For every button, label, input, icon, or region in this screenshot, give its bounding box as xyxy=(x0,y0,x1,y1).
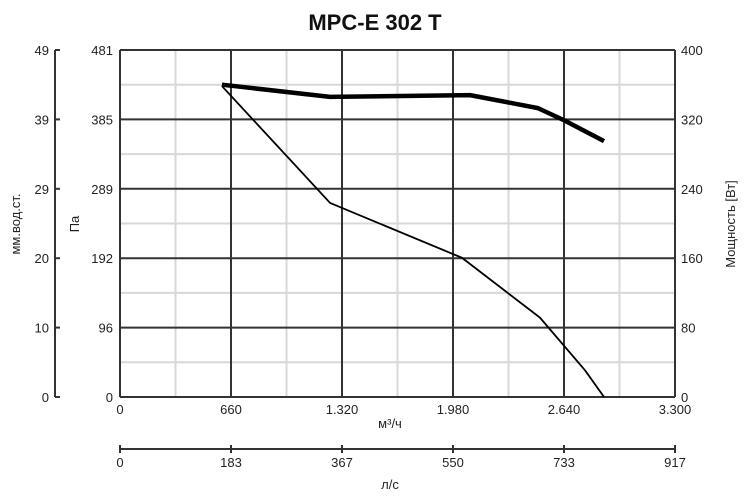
x-tick-label: 2.640 xyxy=(548,402,581,417)
y-tick-label: 481 xyxy=(91,43,113,58)
y-axis-label: Па xyxy=(67,215,82,232)
y-tick-label: 192 xyxy=(91,251,113,266)
y-right-tick-label: 320 xyxy=(681,112,703,127)
pressure-curve xyxy=(221,85,605,398)
x2-tick-label: 917 xyxy=(664,455,686,470)
x2-tick-label: 733 xyxy=(553,455,575,470)
x2-tick-label: 550 xyxy=(442,455,464,470)
x2-tick-label: 183 xyxy=(220,455,242,470)
x2-axis-label: л/с xyxy=(381,477,399,492)
chart-title: MPC-E 302 T xyxy=(308,10,442,35)
x-tick-label: 3.300 xyxy=(659,402,692,417)
y-tick-label: 289 xyxy=(91,182,113,197)
y-outer-tick-label: 49 xyxy=(35,43,49,58)
y-tick-label: 385 xyxy=(91,112,113,127)
x-tick-label: 1.320 xyxy=(326,402,359,417)
series-lines xyxy=(221,82,606,398)
y-tick-label: 0 xyxy=(106,390,113,405)
y-right-axis-label: Мощность [Вт] xyxy=(723,180,738,268)
y-right-tick-label: 400 xyxy=(681,43,703,58)
y-outer-axis-label: мм.вод.ст. xyxy=(8,193,23,254)
y-outer-tick-label: 0 xyxy=(42,390,49,405)
x2-tick-label: 0 xyxy=(116,455,123,470)
y-outer-tick-label: 39 xyxy=(35,112,49,127)
power-curve xyxy=(221,82,606,144)
x-tick-label: 0 xyxy=(116,402,123,417)
y-outer-tick-label: 20 xyxy=(35,251,49,266)
y-outer-tick-label: 29 xyxy=(35,182,49,197)
x-tick-label: 660 xyxy=(220,402,242,417)
y-right-tick-label: 160 xyxy=(681,251,703,266)
x-tick-label: 1.980 xyxy=(437,402,470,417)
y-right-tick-label: 80 xyxy=(681,321,695,336)
x2-tick-label: 367 xyxy=(331,455,353,470)
y-outer-tick-label: 10 xyxy=(35,321,49,336)
grid xyxy=(119,49,676,398)
y-right-tick-label: 240 xyxy=(681,182,703,197)
y-right-tick-label: 0 xyxy=(681,390,688,405)
y-tick-label: 96 xyxy=(99,321,113,336)
x-axis-label: м³/ч xyxy=(378,416,402,431)
